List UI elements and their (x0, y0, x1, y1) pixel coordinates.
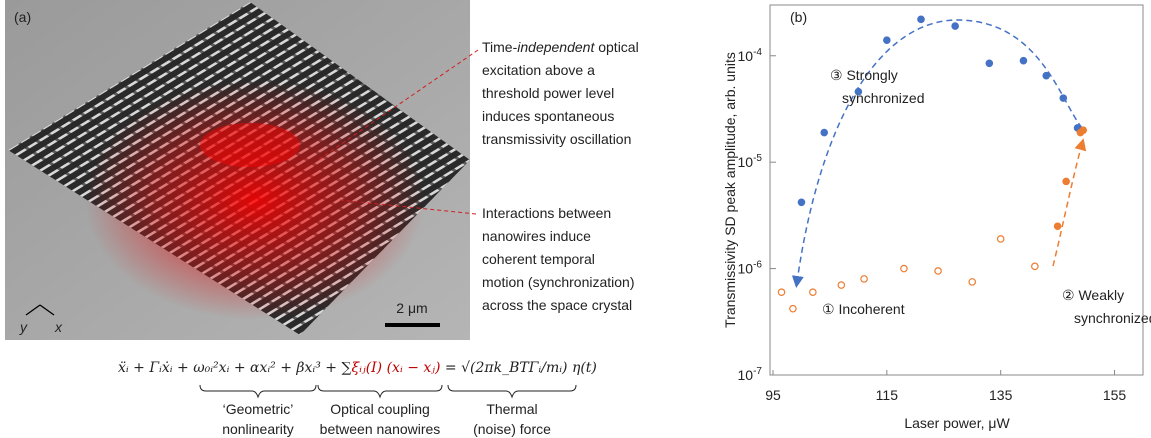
point (797, 198, 806, 207)
point (1059, 94, 1068, 102)
point (951, 22, 959, 30)
point (968, 278, 977, 286)
point (820, 128, 829, 137)
annotation-line: threshold power level (482, 85, 614, 101)
brace-label: (noise) force (473, 421, 551, 437)
chart-annotation: synchronized (842, 90, 925, 106)
x-tick-label: 95 (765, 387, 781, 403)
axes-icon (25, 304, 55, 316)
brace-labels: ‘Geometric’ nonlinearity Optical coupling b… (222, 401, 551, 437)
point (854, 87, 863, 96)
point (917, 15, 925, 24)
trend-arrow (1052, 138, 1087, 267)
axis-y-label: y (19, 319, 28, 335)
point (996, 235, 1005, 243)
point (1019, 56, 1028, 65)
plot-frame (769, 4, 1144, 376)
annotation-part: Time- (482, 39, 518, 55)
annotation-line: across the space crystal (482, 297, 632, 313)
annotation: Interactions between nanowires induce cohe… (482, 205, 635, 313)
axis-x-label: x (54, 319, 63, 335)
brace-label: between nanowires (320, 421, 441, 437)
annotation-part: optical (594, 39, 638, 55)
annotation-line: excitation above a (482, 62, 595, 78)
point (837, 281, 846, 289)
equation: ẍᵢ + Γᵢẋᵢ + ω₀ᵢ²xᵢ + αxᵢ² + βxᵢ³ + ∑ξᵢⱼ(… (118, 360, 597, 376)
x-axis-label: Laser power, μW (904, 415, 1010, 431)
excitation-spot (200, 123, 300, 167)
equation-part: = √(2πk_BTΓᵢ/mᵢ) η(t) (440, 360, 596, 376)
brace (317, 384, 443, 399)
pointer (339, 199, 477, 215)
brace-label: ‘Geometric’ (223, 401, 294, 417)
brace (447, 384, 577, 399)
panel-label: (a) (14, 9, 31, 25)
equation-part: ẍᵢ + Γᵢẋᵢ + ω₀ᵢ²xᵢ + αxᵢ² + βxᵢ³ + ∑ (118, 360, 351, 376)
point (883, 36, 891, 45)
chart-annotation: ② Weakly (1062, 287, 1124, 303)
point (777, 288, 786, 296)
point (789, 304, 797, 313)
x-tick-label: 115 (876, 387, 899, 403)
point (900, 264, 908, 273)
annotation-line: transmissivity oscillation (482, 131, 631, 147)
chart: (b) 95 115 135 155 10-7 10-6 10-5 10-4 Laser powe… (722, 4, 1151, 431)
annotation-line: coherent temporal (482, 251, 595, 267)
brace-label: nonlinearity (222, 421, 294, 437)
equation-part: ξᵢⱼ(I) (xᵢ − xⱼ) (351, 360, 440, 376)
cross-beam (229, 13, 470, 201)
annotation-line: nanowires induce (482, 228, 591, 244)
scale-bar-label: 2 μm (396, 300, 427, 316)
panel-label: (b) (790, 9, 807, 25)
x-tick-label: 155 (1103, 387, 1127, 403)
annotation-line: Interactions between (482, 205, 611, 221)
chart-annotation: ① Incoherent (822, 301, 905, 317)
point (934, 267, 942, 275)
point (1042, 71, 1051, 80)
point (1031, 262, 1039, 271)
point (809, 288, 817, 296)
y-tick-label: 10-5 (738, 153, 763, 170)
brace (199, 384, 317, 399)
chart-annotation: ③ Strongly (830, 67, 898, 83)
annotation-line: induces spontaneous (482, 108, 614, 124)
point (1062, 177, 1070, 186)
point (1079, 126, 1088, 134)
annotation-part: independent (517, 39, 595, 55)
y-tick-label: 10-7 (738, 366, 763, 383)
chart-annotation: synchronized (1074, 310, 1151, 326)
annotation-line: Time-independent optical (482, 39, 639, 55)
annotation: excitation above a threshold power level i… (482, 62, 631, 147)
y-axis-label: Transmissivity SD peak amplitude, arb. u… (722, 52, 738, 328)
x-tick-label: 135 (989, 387, 1013, 403)
excitation-glow (85, 80, 425, 320)
trend-arrow (791, 19, 1083, 288)
y-tick-label: 10-4 (738, 47, 763, 64)
brace-label: Thermal (486, 401, 537, 417)
point (985, 59, 994, 68)
y-tick-label: 10-6 (738, 260, 763, 277)
annotation-line: motion (synchronization) (482, 274, 635, 290)
point (1053, 222, 1062, 231)
brace-label: Optical coupling (330, 401, 430, 417)
point (860, 275, 868, 283)
sem-image (5, 0, 470, 340)
pointer (317, 49, 479, 161)
